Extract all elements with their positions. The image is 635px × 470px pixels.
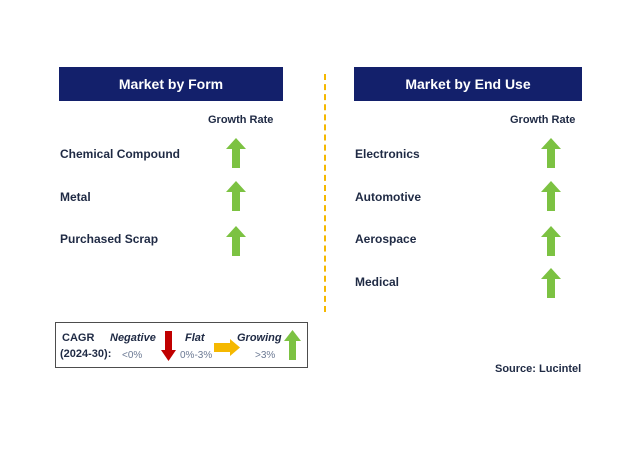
up-arrow-icon [541,181,561,211]
up-arrow-icon [226,226,246,256]
form-growth-rate-header: Growth Rate [208,114,274,126]
up-arrow-icon [284,330,301,360]
form-row-label: Chemical Compound [60,147,181,161]
end-use-row-label: Aerospace [355,232,417,246]
up-arrow-icon [541,226,561,256]
end-use-row-label: Automotive [355,190,421,204]
cagr-legend: CAGR (2024-30): Negative <0% Flat 0%-3% … [55,322,308,368]
form-row-label: Metal [60,190,91,204]
end-use-row-label: Medical [355,275,400,289]
panel-divider [324,74,326,312]
form-panel-title: Market by Form [118,76,224,92]
legend-growing-range: >3% [255,350,276,361]
legend-negative-label: Negative [110,332,156,344]
legend-cagr-label: CAGR [62,332,95,344]
up-arrow-icon [541,268,561,298]
source-note: Source: Lucintel [495,363,582,375]
legend-negative-range: <0% [122,350,143,361]
down-arrow-icon [161,331,176,361]
up-arrow-icon [226,181,246,211]
legend-period-label: (2024-30): [60,348,112,360]
up-arrow-icon [541,138,561,168]
right-arrow-icon [214,339,240,356]
end-use-panel-title: Market by End Use [405,76,531,92]
form-row-label: Purchased Scrap [60,232,159,246]
end-use-row-label: Electronics [355,147,420,161]
legend-flat-range: 0%-3% [180,350,213,361]
form-panel-header: Market by Form [59,67,283,101]
legend-growing-label: Growing [237,332,282,344]
legend-flat-label: Flat [185,332,205,344]
up-arrow-icon [226,138,246,168]
end-use-panel-header: Market by End Use [354,67,582,101]
end-use-growth-rate-header: Growth Rate [510,114,576,126]
